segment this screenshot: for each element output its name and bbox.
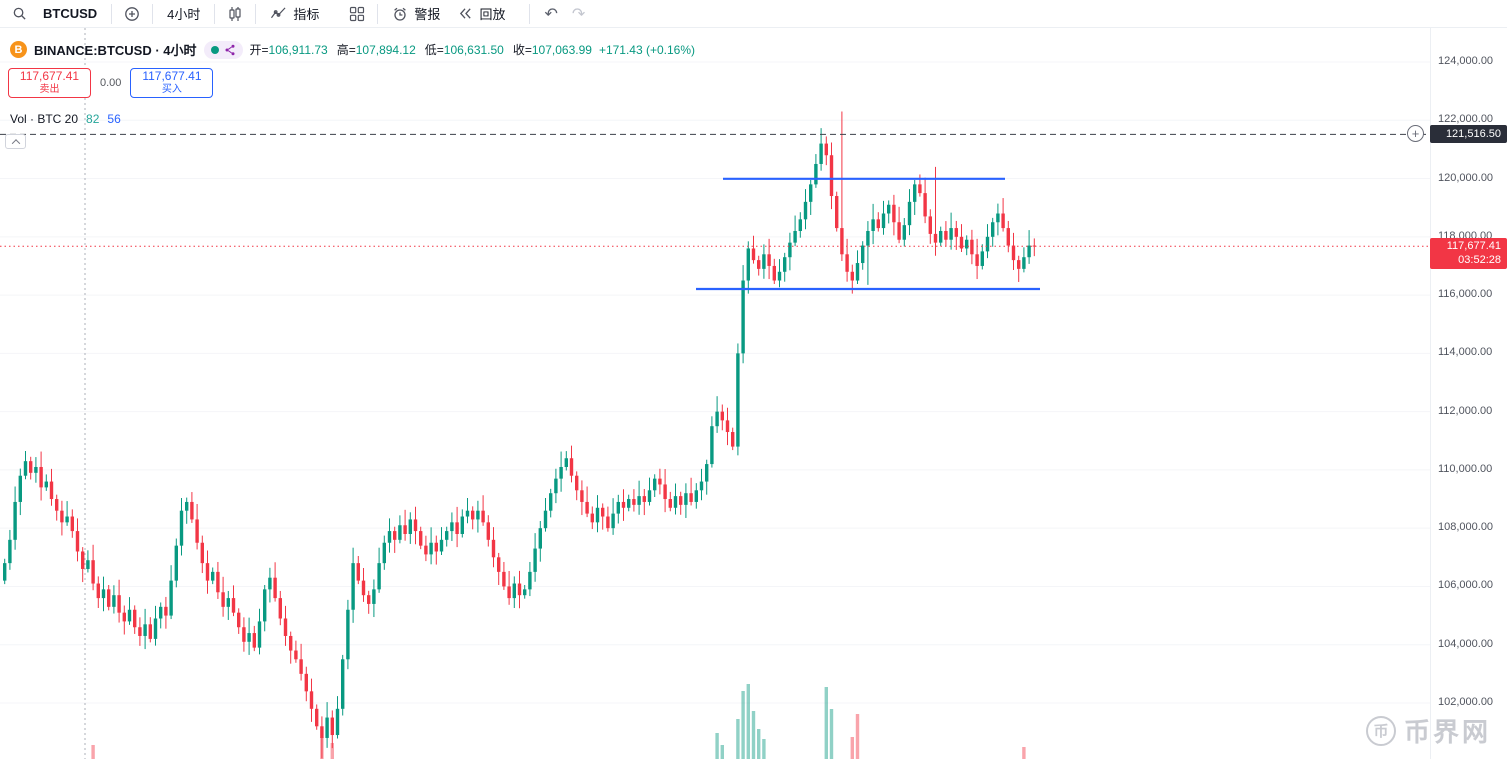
volume-ma1-value: 82 <box>86 112 100 126</box>
price-axis-label: 112,000.00 <box>1438 404 1493 417</box>
watermark-logo-icon: 币 <box>1365 715 1396 746</box>
toolbar-separator <box>529 3 531 24</box>
interval-button[interactable]: 4小时 <box>159 2 208 26</box>
volume-label[interactable]: Vol · BTC 20 <box>10 112 79 126</box>
volume-ma2-value: 56 <box>107 112 121 126</box>
chevron-up-icon <box>11 138 20 148</box>
replay-button[interactable]: 回放 <box>450 2 513 26</box>
price-axis[interactable]: 124,000.00 122,000.00 120,000.00 118,000.00… <box>1430 28 1507 759</box>
collapse-legend-button[interactable] <box>5 134 26 149</box>
price-axis-label: 108,000.00 <box>1438 521 1494 534</box>
toolbar-separator <box>111 3 113 24</box>
buy-button[interactable]: 117,677.41 买入 <box>130 68 214 98</box>
sell-button[interactable]: 117,677.41 卖出 <box>8 68 91 98</box>
price-axis-label: 110,000.00 <box>1438 462 1493 475</box>
high-value: 107,894.12 <box>355 43 416 57</box>
price-axis-label: 106,000.00 <box>1438 579 1494 592</box>
alert-label: 警报 <box>414 7 441 22</box>
layout-grid-icon[interactable] <box>343 6 371 22</box>
volume-bars <box>91 684 1026 759</box>
market-open-dot <box>210 45 219 54</box>
open-value: 106,911.73 <box>268 43 328 57</box>
high-label: 高= <box>336 43 356 57</box>
volume-legend: Vol · BTC 20 82 56 <box>10 112 121 126</box>
redo-icon[interactable]: ↷ <box>571 5 586 23</box>
toolbar-separator <box>255 3 257 24</box>
price-axis-label: 104,000.00 <box>1438 637 1494 650</box>
close-label: 收= <box>512 43 532 57</box>
site-watermark: 币 币界网 <box>1365 712 1491 749</box>
add-alert-plus-icon[interactable]: + <box>1407 125 1424 143</box>
symbol-legend: B BINANCE:BTCUSD · 4小时 开=106,911.73 高=10… <box>10 40 695 59</box>
price-axis-label: 114,000.00 <box>1438 346 1493 359</box>
toolbar-separator <box>152 3 154 24</box>
sell-label: 卖出 <box>39 84 60 96</box>
price-axis-label: 124,000.00 <box>1438 55 1494 67</box>
legend-status-pill[interactable] <box>203 40 243 59</box>
open-label: 开= <box>249 43 269 57</box>
indicators-button[interactable]: 指标 <box>262 2 327 26</box>
replay-label: 回放 <box>479 7 506 22</box>
chart-style-icon[interactable] <box>221 6 249 22</box>
symbol-label: BTCUSD <box>43 6 98 21</box>
alarm-clock-icon <box>392 6 408 22</box>
alert-button[interactable]: 警报 <box>384 2 448 26</box>
quick-share-icon[interactable] <box>224 44 236 56</box>
candles-layer[interactable] <box>3 111 1036 759</box>
low-value: 106,631.50 <box>443 43 504 57</box>
replay-icon <box>458 6 473 21</box>
price-axis-label: 122,000.00 <box>1438 113 1494 126</box>
spread-value: 0.00 <box>100 77 122 89</box>
last-price-value: 117,677.41 <box>1446 240 1501 253</box>
sell-price: 117,677.41 <box>19 69 80 84</box>
toolbar-separator <box>377 3 379 24</box>
alert-level-price: 121,516.50 <box>1445 128 1501 141</box>
watermark-text: 币界网 <box>1403 717 1491 747</box>
legend-title[interactable]: BINANCE:BTCUSD · 4小时 <box>34 43 197 58</box>
change-text: +171.43 (+0.16%) <box>598 42 696 57</box>
ohlc-values: 开=106,911.73 高=107,894.12 低=106,631.50 收… <box>250 41 592 58</box>
buy-price: 117,677.41 <box>142 69 202 84</box>
symbol-button[interactable]: BTCUSD <box>35 2 105 26</box>
indicators-label: 指标 <box>293 7 320 22</box>
close-value: 107,063.99 <box>531 43 592 57</box>
buy-label: 买入 <box>161 84 182 96</box>
undo-icon[interactable]: ↶ <box>544 5 558 23</box>
alert-level-badge[interactable]: 121,516.50 <box>1430 125 1507 144</box>
last-price-badge: 117,677.41 03:52:28 <box>1430 238 1507 270</box>
bar-countdown: 03:52:28 <box>1458 254 1501 267</box>
search-icon[interactable] <box>6 6 33 21</box>
top-toolbar: BTCUSD 4小时 指标 警报 回放 ↶ ↷ <box>0 0 1507 28</box>
price-axis-label: 116,000.00 <box>1438 288 1493 301</box>
interval-label: 4小时 <box>167 7 201 22</box>
toolbar-separator <box>214 3 216 24</box>
price-axis-label: 102,000.00 <box>1438 695 1494 708</box>
candlestick-chart[interactable] <box>0 28 1430 759</box>
low-label: 低= <box>424 43 444 57</box>
price-axis-label: 120,000.00 <box>1438 171 1494 184</box>
indicators-icon <box>270 6 287 21</box>
trade-panel: 117,677.41 卖出 0.00 117,677.41 买入 <box>8 68 214 98</box>
compare-add-icon[interactable] <box>118 6 146 22</box>
grid-lines <box>0 61 1430 704</box>
chart-pane: B BINANCE:BTCUSD · 4小时 开=106,911.73 高=10… <box>0 28 1507 759</box>
bitcoin-icon: B <box>10 41 27 58</box>
